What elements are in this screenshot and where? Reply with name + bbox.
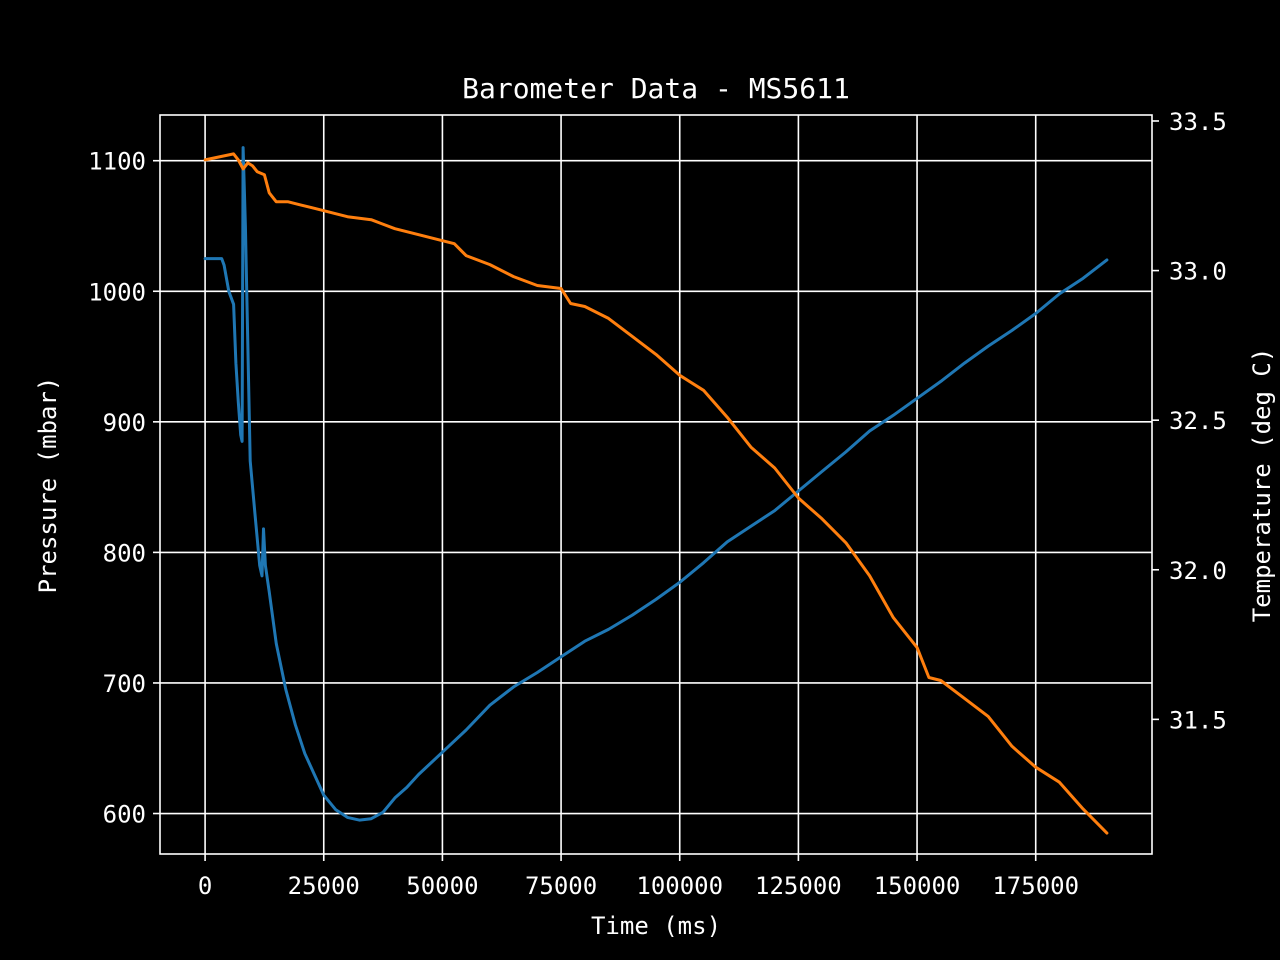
y-tick-label: 900 (103, 409, 146, 437)
y-tick-label: 600 (103, 801, 146, 829)
x-tick-label: 150000 (874, 872, 961, 900)
x-tick-label: 50000 (406, 872, 478, 900)
y2-tick-label: 32.0 (1169, 557, 1227, 585)
x-tick-label: 75000 (525, 872, 597, 900)
chart-title: Barometer Data - MS5611 (462, 72, 850, 105)
series-group (203, 146, 1109, 835)
x-tick-label: 125000 (755, 872, 842, 900)
pressure-series-line (203, 146, 1109, 822)
y-tick-label: 1100 (88, 148, 146, 176)
y2-tick-label: 33.5 (1169, 108, 1227, 136)
x-tick-label: 0 (198, 872, 212, 900)
y2-axis-label: Temperature (deg C) (1248, 348, 1276, 623)
plot-frame (159, 114, 1153, 855)
x-tick-label: 100000 (636, 872, 723, 900)
y-tick-label: 700 (103, 670, 146, 698)
x-ticks: 0 25000 50000 75000 100000 125000 150000 175000 (198, 854, 1079, 900)
y-tick-label: 800 (103, 539, 146, 567)
y2-tick-label: 31.5 (1169, 706, 1227, 734)
y2-tick-label: 33.0 (1169, 258, 1227, 286)
y2-tick-label: 32.5 (1169, 407, 1227, 435)
y-ticks: 600 700 800 900 1000 1100 (88, 148, 160, 829)
temperature-series-line (203, 152, 1109, 835)
x-tick-label: 25000 (288, 872, 360, 900)
x-tick-label: 175000 (992, 872, 1079, 900)
grid (160, 115, 1152, 854)
y2-ticks: 31.5 32.0 32.5 33.0 33.5 (1152, 108, 1227, 734)
y-tick-label: 1000 (88, 278, 146, 306)
y-axis-label: Pressure (mbar) (34, 377, 62, 594)
x-axis-label: Time (ms) (591, 912, 721, 940)
